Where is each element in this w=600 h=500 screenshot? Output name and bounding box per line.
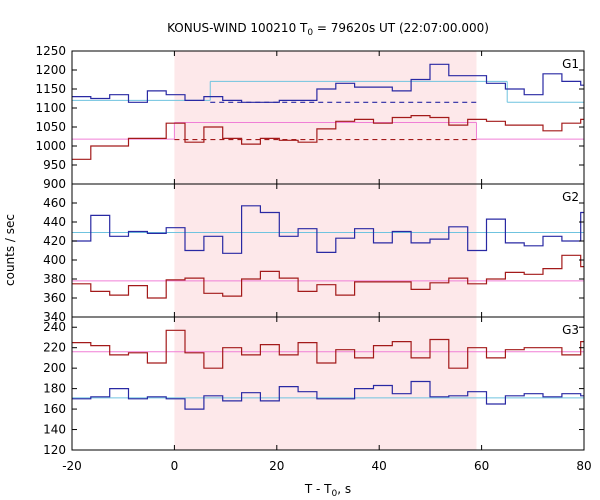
- y-tick-label: 360: [43, 291, 66, 305]
- y-tick-label: 1150: [35, 82, 66, 96]
- panel-g1: 900 950 1000 1050 1100 1150 1200 1250 G1: [35, 44, 585, 191]
- y-tick-label: 400: [43, 253, 66, 267]
- panel-label: G3: [562, 323, 579, 337]
- y-tick-label: 900: [43, 177, 66, 191]
- y-tick-label: 950: [43, 158, 66, 172]
- y-tick-label: 220: [43, 341, 66, 355]
- y-tick-label: 1050: [35, 120, 66, 134]
- shaded-interval: [174, 51, 477, 450]
- x-axis-label: T - T0, s: [304, 482, 351, 499]
- series-red: [72, 329, 584, 369]
- y-tick-label: 240: [43, 320, 66, 334]
- panel-frame: [71, 316, 585, 451]
- y-tick-label: 1100: [35, 101, 66, 115]
- y-tick-label: 140: [43, 423, 66, 437]
- y-tick-label: 120: [43, 443, 66, 457]
- series-red: [72, 115, 584, 160]
- panel-label: G1: [562, 57, 579, 71]
- y-tick-label: 1250: [35, 44, 66, 58]
- y-tick-label: 180: [43, 382, 66, 396]
- series-blue: [72, 63, 584, 103]
- y-tick-label: 160: [43, 402, 66, 416]
- x-tick-label: -20: [62, 459, 82, 473]
- x-tick-label: 60: [474, 459, 489, 473]
- y-tick-label: 420: [43, 234, 66, 248]
- y-tick-label: 460: [43, 196, 66, 210]
- y-axis-label: counts / sec: [3, 214, 17, 286]
- plot-area: 900950100010501100115012001250G134036038…: [35, 44, 591, 473]
- y-tick-label: 340: [43, 310, 66, 324]
- panel-g2: 340 360 380 400 420 440 460 G2: [43, 183, 585, 324]
- x-tick-label: 80: [576, 459, 591, 473]
- y-tick-label: 380: [43, 272, 66, 286]
- panel-label: G2: [562, 190, 579, 204]
- y-tick-label: 200: [43, 361, 66, 375]
- y-tick-label: 1000: [35, 139, 66, 153]
- series-red: [72, 254, 584, 299]
- chart-title: KONUS-WIND 100210 T0 = 79620s UT (22:07:…: [167, 21, 489, 38]
- y-tick-label: 440: [43, 215, 66, 229]
- x-tick-label: 20: [269, 459, 284, 473]
- panel-g3: 120 140 160 180 200 220 240 G3: [43, 316, 585, 457]
- x-tick-label: 40: [372, 459, 387, 473]
- series-blue: [72, 380, 584, 410]
- series-blue: [72, 205, 584, 254]
- y-tick-label: 1200: [35, 63, 66, 77]
- x-tick-label: 0: [171, 459, 179, 473]
